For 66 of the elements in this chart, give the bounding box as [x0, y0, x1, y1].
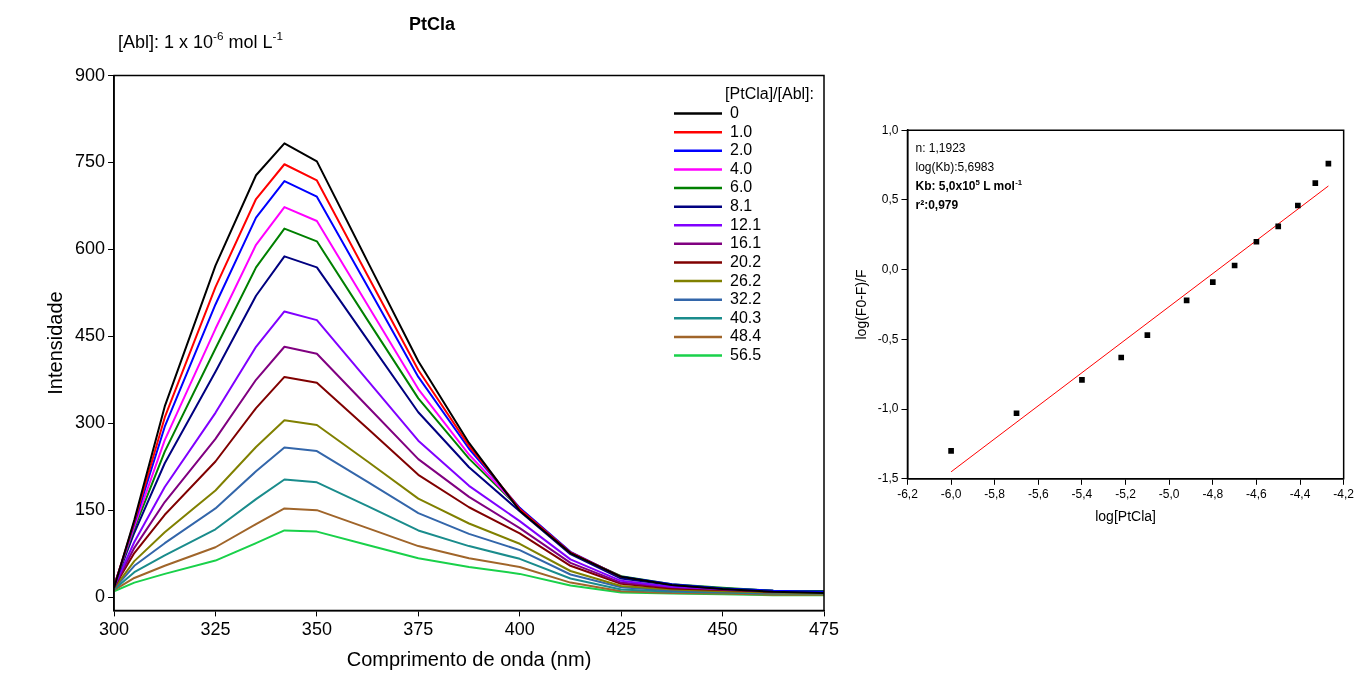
legend-label: 40.3: [730, 308, 762, 326]
y-tick-label: -0,5: [877, 331, 899, 346]
legend-title: [PtCla]/[Abl]:: [725, 85, 814, 103]
point: [1295, 202, 1301, 209]
x-tick-label: 325: [200, 619, 231, 640]
x-tick-label: 450: [707, 619, 738, 640]
x-axis-title: Comprimento de onda (nm): [346, 647, 592, 670]
legend-label: 4.0: [730, 159, 753, 177]
x-tick-label: 475: [808, 619, 840, 640]
y-tick-label: 1,0: [881, 122, 899, 137]
legend-label: 2.0: [730, 141, 753, 159]
point: [1312, 180, 1319, 187]
point: [1144, 332, 1151, 339]
y-tick-label: 750: [74, 151, 106, 172]
legend-label: 6.0: [730, 178, 753, 196]
y-tick-label: 600: [74, 238, 106, 259]
y-tick-label: 900: [74, 64, 106, 85]
x-tick-label: -5,6: [1027, 487, 1049, 502]
chart-title: PtCla: [408, 13, 456, 34]
legend-label: 8.1: [730, 197, 753, 215]
y-tick-label: -1,0: [877, 401, 899, 416]
legend-label: 26.2: [730, 271, 762, 289]
legend-label: 20.2: [730, 252, 762, 270]
x-tick-label: -6,0: [940, 487, 962, 502]
x-tick-label: -6,2: [897, 487, 919, 502]
point: [1209, 279, 1216, 286]
x-tick-label: -5,8: [984, 487, 1006, 502]
point: [948, 448, 954, 454]
legend-label: 1.0: [730, 122, 753, 140]
y-tick-label: 0: [95, 586, 106, 607]
y-tick-label: 450: [74, 325, 106, 346]
y-tick-label: 0,5: [881, 192, 899, 207]
x-tick-label: -4,8: [1202, 487, 1224, 502]
x-axis-title: log[PtCla]: [1095, 508, 1156, 525]
x-tick-label: -5,2: [1115, 487, 1137, 502]
annotation: n: 1,1923: [915, 141, 966, 156]
point: [1183, 297, 1190, 304]
x-tick-label: -4,4: [1289, 487, 1311, 502]
legend-label: 0: [730, 103, 739, 121]
y-tick-label: -1,5: [877, 471, 899, 486]
point: [1118, 354, 1125, 361]
legend-label: 12.1: [730, 215, 762, 233]
point: [1253, 238, 1260, 245]
legend-label: 48.4: [730, 327, 762, 345]
y-axis-title: log(F0-F)/F: [853, 269, 870, 340]
y-tick-label: 300: [74, 412, 106, 433]
x-tick-label: 425: [606, 619, 637, 640]
x-tick-label: 350: [301, 619, 332, 640]
legend-label: 32.2: [730, 290, 762, 308]
x-tick-label: -5,0: [1158, 487, 1180, 502]
x-tick-label: 375: [403, 619, 434, 640]
x-tick-label: 300: [99, 619, 130, 640]
point: [1079, 376, 1085, 383]
legend-label: 56.5: [730, 346, 762, 363]
x-tick-label: -5,4: [1071, 487, 1093, 502]
x-tick-label: 400: [504, 619, 535, 640]
y-tick-label: 150: [74, 499, 106, 520]
point: [1275, 223, 1282, 230]
x-tick-label: -4,6: [1246, 487, 1268, 502]
annotation: r²:0,979: [915, 198, 959, 213]
legend-label: 16.1: [730, 234, 762, 252]
annotation: log(Kb):5,6983: [915, 160, 995, 175]
x-tick-label: -4,2: [1333, 487, 1355, 502]
y-axis-title: Intensidade: [43, 291, 66, 395]
y-tick-label: 0,0: [881, 261, 899, 276]
point: [1013, 410, 1020, 417]
